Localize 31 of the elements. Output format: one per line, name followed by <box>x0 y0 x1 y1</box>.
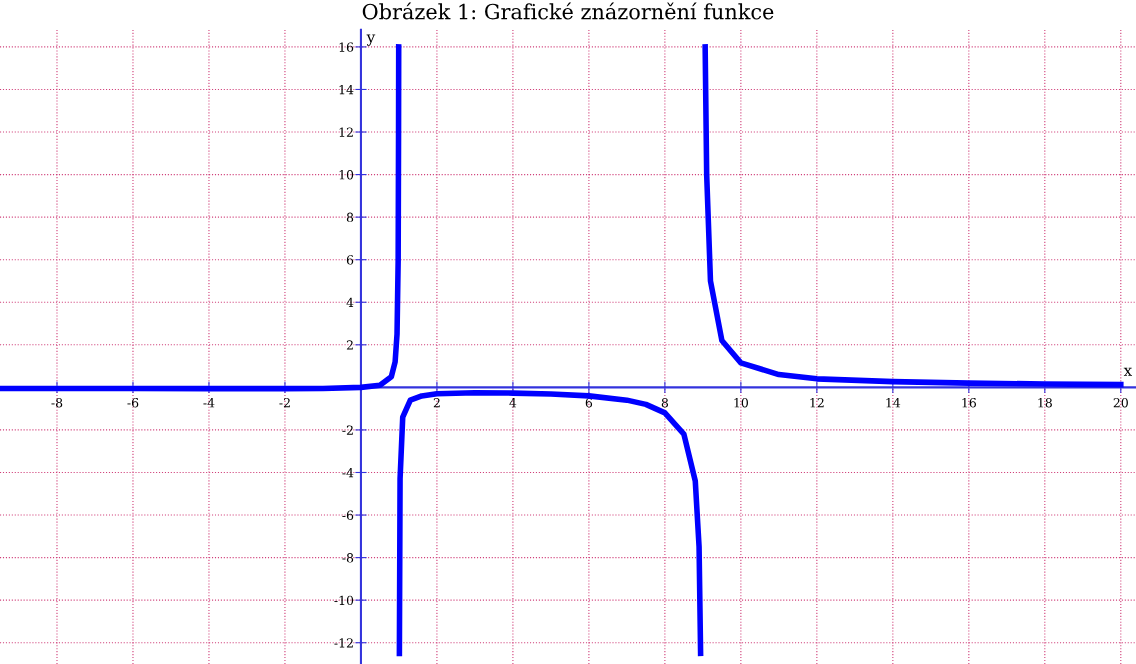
x-tick-label: 14 <box>886 398 901 408</box>
x-tick-label: -8 <box>51 398 63 408</box>
x-tick-label: 4 <box>509 398 517 408</box>
x-tick-label: 2 <box>433 398 440 408</box>
x-axis-title: x <box>1123 367 1133 376</box>
x-tick-label: 20 <box>1113 398 1128 408</box>
x-tick-label: 6 <box>585 398 593 408</box>
x-tick-label: 10 <box>734 398 748 408</box>
x-tick-label: 12 <box>810 398 824 408</box>
y-tick-label: 6 <box>346 255 354 265</box>
y-tick-label: -4 <box>342 467 354 478</box>
y-tick-label: -8 <box>342 553 354 563</box>
y-tick-label: 8 <box>346 212 354 223</box>
x-tick-label: -2 <box>279 398 290 408</box>
y-tick-label: 12 <box>339 127 353 137</box>
x-tick-label: -4 <box>203 398 215 408</box>
y-tick-label: 14 <box>339 84 354 95</box>
y-tick-label: 2 <box>346 340 353 350</box>
y-tick-label: -10 <box>334 595 354 606</box>
y-tick-label: -12 <box>334 638 353 648</box>
y-tick-label: 10 <box>339 170 354 180</box>
x-tick-label: 8 <box>661 398 669 408</box>
y-tick-label: -6 <box>342 510 354 520</box>
y-axis-title: y <box>366 34 376 46</box>
x-tick-label: 18 <box>1038 398 1052 408</box>
x-tick-label: -6 <box>127 398 139 408</box>
y-tick-label: 16 <box>339 42 354 52</box>
y-tick-label: -2 <box>342 425 353 435</box>
chart-title: Obrázek 1: Grafické znázornění funkce <box>362 2 774 20</box>
y-tick-label: 4 <box>346 297 354 307</box>
x-tick-label: 16 <box>962 398 976 408</box>
